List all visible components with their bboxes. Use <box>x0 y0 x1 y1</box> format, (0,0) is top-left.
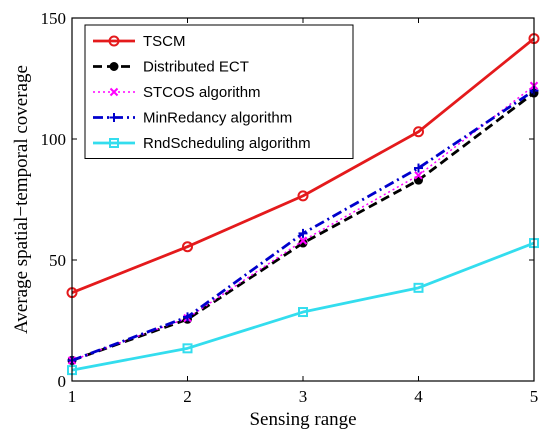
data-point <box>182 343 193 354</box>
data-point <box>414 163 423 173</box>
series-rndscheduling-algorithm <box>67 238 539 376</box>
x-axis-title: Sensing range <box>249 409 356 430</box>
legend-label: MinRedancy algorithm <box>143 110 292 127</box>
legend-label: RndScheduling algorithm <box>143 135 311 152</box>
legend-swatch-marker <box>109 87 119 97</box>
legend-item: MinRedancy algorithm <box>93 110 292 127</box>
legend-item: TSCM <box>93 33 186 50</box>
y-axis-title: Average spatial−temporal coverage <box>11 65 32 334</box>
legend-swatch-marker <box>109 62 119 71</box>
data-point <box>298 236 308 245</box>
legend-swatch-marker <box>109 138 119 148</box>
data-point <box>298 238 308 248</box>
data-point <box>414 171 423 180</box>
x-tick-label: 1 <box>68 387 77 406</box>
data-point <box>297 190 309 202</box>
marker-stroke <box>109 87 119 97</box>
data-point <box>298 228 308 238</box>
data-point <box>413 126 424 138</box>
marker-stroke <box>298 236 308 245</box>
y-tick-label: 100 <box>41 130 67 149</box>
legend-label: TSCM <box>143 33 186 50</box>
data-point <box>183 312 192 322</box>
series-line <box>71 241 535 372</box>
y-tick-label: 50 <box>49 251 66 270</box>
y-tick-label: 0 <box>58 372 67 391</box>
data-point <box>413 282 424 293</box>
y-tick-label: 150 <box>41 9 67 28</box>
legend-label: Distributed ECT <box>143 59 249 76</box>
legend-label: STCOS algorithm <box>143 84 261 101</box>
legend-swatch-marker <box>108 35 120 47</box>
x-tick-label: 2 <box>183 387 192 406</box>
marker-stroke <box>414 171 423 180</box>
legend-swatch-marker <box>109 113 119 122</box>
legend-item: RndScheduling algorithm <box>93 135 311 152</box>
legend: TSCM Distributed ECT STCOS algorithm MinRed… <box>84 24 354 159</box>
data-point <box>298 307 308 318</box>
series-line <box>71 37 535 294</box>
legend-item: STCOS algorithm <box>93 84 261 101</box>
legend-item: Distributed ECT <box>93 59 249 76</box>
x-tick-label: 3 <box>299 387 308 406</box>
x-tick-label: 5 <box>530 387 539 406</box>
series-minredancy-algorithm <box>67 86 539 365</box>
x-tick-label: 4 <box>414 387 423 406</box>
data-point <box>182 241 193 253</box>
